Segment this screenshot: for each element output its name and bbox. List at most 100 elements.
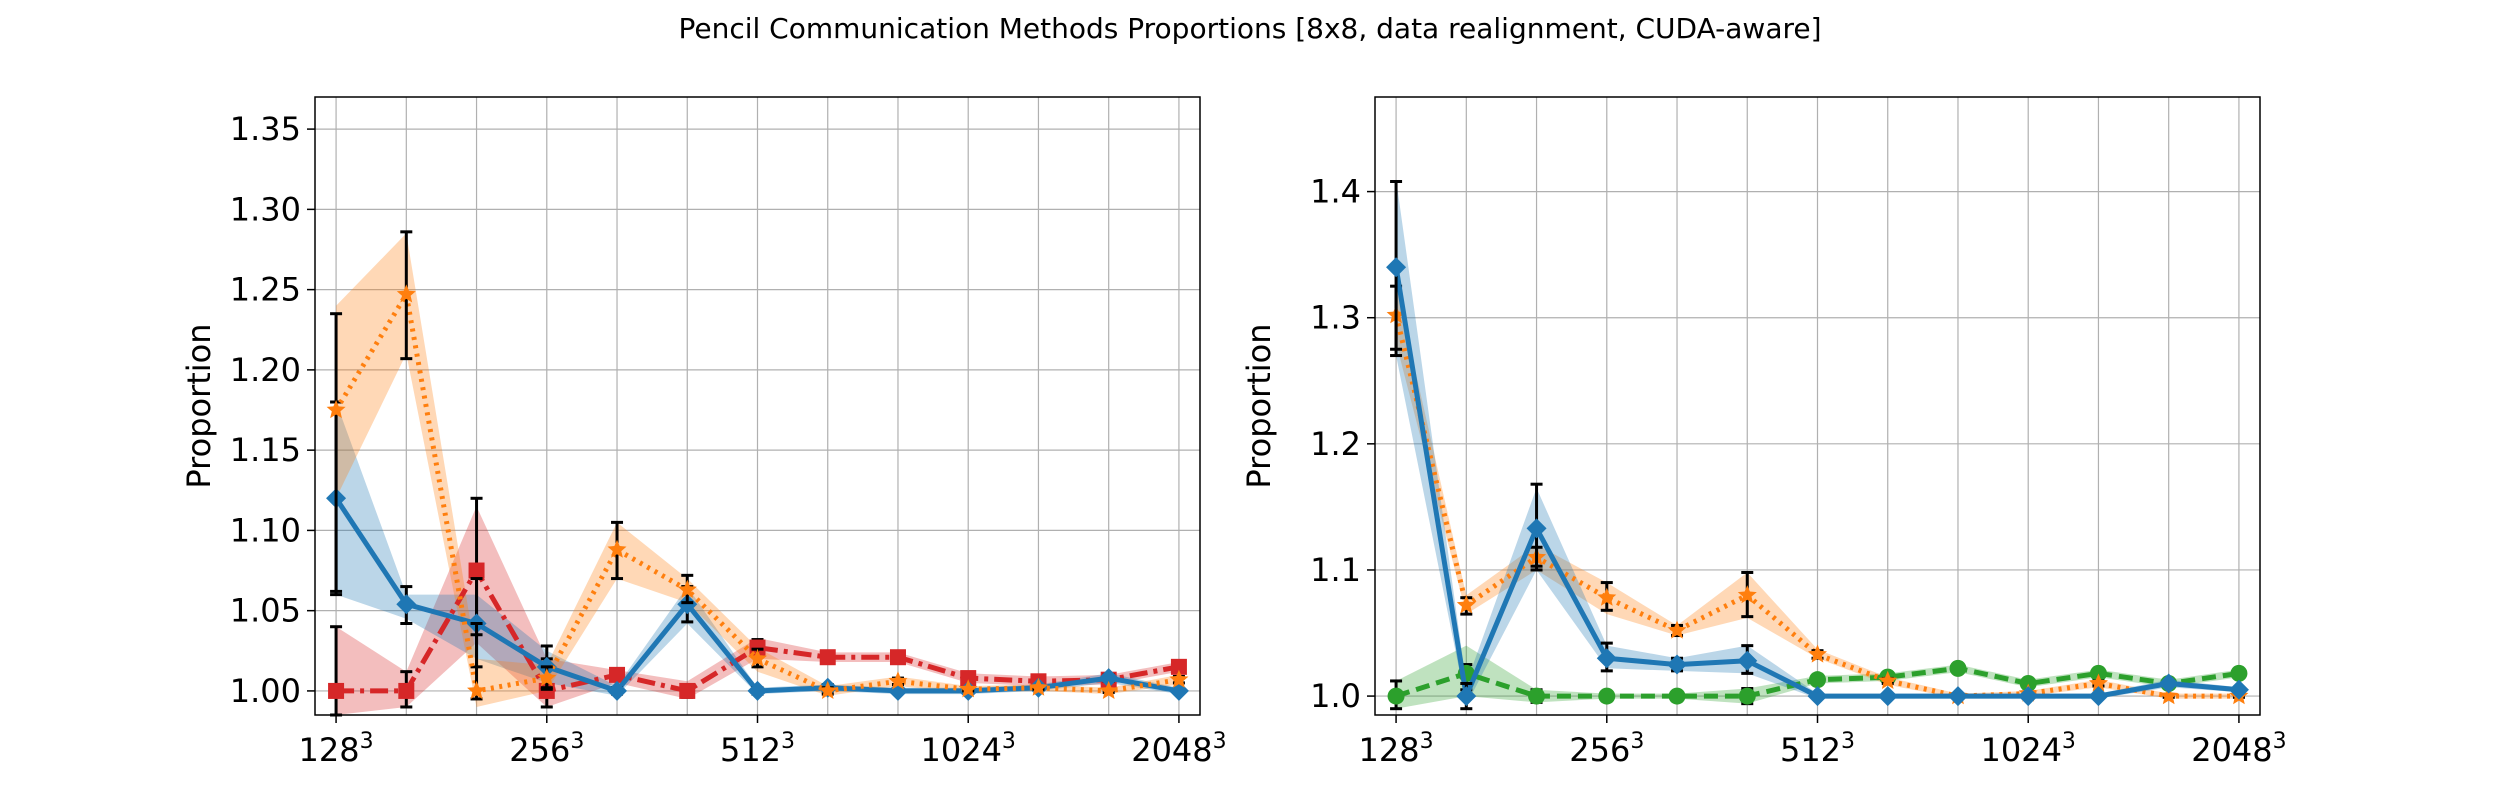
data-point: [537, 668, 557, 687]
data-point: [2230, 664, 2248, 682]
x-tick-label: 2563: [509, 729, 584, 769]
right-plot-panel: 1.0 1.1 1.2 1.3 1.4 1283 2563 5123 10243 20483 Pro…: [1240, 96, 2287, 769]
data-point: [1170, 658, 1187, 675]
x-tick-exponent: 3: [1213, 729, 1227, 754]
data-point: [960, 670, 977, 687]
data-point: [958, 679, 978, 698]
data-point: [2088, 686, 2109, 707]
x-tick-exponent: 3: [781, 729, 795, 754]
data-point: [1598, 687, 1616, 705]
data-point: [1528, 687, 1546, 705]
data-point: [679, 682, 696, 699]
data-point: [2088, 673, 2108, 692]
data-point: [2018, 686, 2039, 707]
data-point: [326, 400, 346, 419]
x-tick-exponent: 3: [1630, 729, 1644, 754]
data-point: [677, 579, 697, 598]
y-tick-label: 1.25: [230, 271, 301, 309]
axes-frame: [314, 96, 1201, 716]
data-point: [889, 649, 906, 666]
y-axis-label: Proportion: [180, 323, 218, 488]
data-point: [1668, 687, 1686, 705]
data-point: [819, 649, 836, 666]
data-point: [1667, 654, 1688, 675]
data-point: [748, 648, 767, 667]
data-point: [468, 562, 485, 579]
x-tick-label: 2563: [1569, 729, 1644, 769]
data-point: [2089, 664, 2107, 682]
data-point: [1949, 659, 1967, 677]
x-tick-label: 1283: [1359, 729, 1434, 769]
data-point: [396, 594, 417, 615]
y-tick-label: 1.10: [230, 511, 301, 549]
x-tick-exponent: 3: [2062, 729, 2076, 754]
data-point: [818, 680, 838, 699]
data-point: [1738, 687, 1756, 705]
data-point: [1809, 671, 1826, 689]
data-point: [1456, 686, 1477, 707]
x-tick-exponent: 3: [360, 729, 374, 754]
data-point: [1386, 257, 1407, 278]
data-point: [1028, 677, 1048, 696]
data-point: [2158, 673, 2179, 694]
y-tick-label: 1.15: [230, 431, 301, 469]
data-point: [396, 284, 416, 303]
y-tick-label: 1.2: [1310, 425, 1361, 463]
data-point: [607, 680, 628, 701]
y-tick-label: 1.1: [1310, 551, 1361, 589]
data-point: [1737, 650, 1758, 671]
x-tick-exponent: 3: [1841, 729, 1855, 754]
x-tick-label: 20483: [1131, 729, 1226, 769]
x-tick-exponent: 3: [1002, 729, 1016, 754]
data-point: [1596, 648, 1617, 669]
x-tick-label: 10243: [920, 729, 1015, 769]
x-tick-label: 10243: [1980, 729, 2075, 769]
data-point: [888, 671, 908, 690]
figure-title: Pencil Communication Methods Proportions…: [678, 12, 1822, 45]
data-point: [2159, 686, 2179, 705]
data-point: [1947, 686, 1968, 707]
data-point: [1808, 644, 1827, 663]
data-point: [467, 680, 487, 699]
data-point: [398, 682, 415, 699]
data-point: [1737, 585, 1757, 604]
data-point: [2019, 674, 2037, 692]
data-point: [1878, 670, 1898, 689]
data-point: [328, 682, 345, 699]
data-point: [1456, 595, 1476, 614]
data-point: [1526, 518, 1547, 539]
y-tick-label: 1.30: [230, 190, 301, 228]
y-tick-label: 1.4: [1310, 173, 1361, 211]
data-point: [1098, 668, 1119, 689]
x-tick-exponent: 3: [2273, 729, 2287, 754]
y-tick-label: 1.35: [230, 110, 301, 148]
y-tick-label: 1.00: [230, 672, 301, 710]
left-plot-panel: 1.00 1.05 1.10 1.15 1.20 1.25 1.30 1.35 1283 2563…: [180, 96, 1227, 769]
data-point: [2228, 679, 2249, 700]
y-tick-label: 1.3: [1310, 299, 1361, 337]
confidence-band: [1396, 179, 2239, 705]
y-tick-label: 1.0: [1310, 677, 1361, 715]
x-tick-exponent: 3: [1420, 729, 1434, 754]
data-point: [1387, 687, 1405, 705]
x-tick-label: 5123: [1780, 729, 1855, 769]
x-tick-label: 20483: [2191, 729, 2286, 769]
data-point: [1169, 669, 1189, 688]
data-point: [1099, 680, 1119, 699]
data-point: [677, 594, 698, 615]
data-point: [1597, 587, 1617, 606]
data-point: [1877, 686, 1898, 707]
y-tick-label: 1.05: [230, 592, 301, 630]
axes-frame: [1374, 96, 2261, 716]
y-axis-label: Proportion: [1240, 323, 1278, 488]
y-tick-label: 1.20: [230, 351, 301, 389]
data-point: [1667, 620, 1687, 639]
data-point: [609, 666, 626, 683]
x-tick-label: 1283: [299, 729, 374, 769]
data-point: [1807, 686, 1828, 707]
data-point: [747, 680, 768, 701]
x-tick-exponent: 3: [570, 729, 584, 754]
x-tick-label: 5123: [720, 729, 795, 769]
data-point: [607, 539, 627, 558]
